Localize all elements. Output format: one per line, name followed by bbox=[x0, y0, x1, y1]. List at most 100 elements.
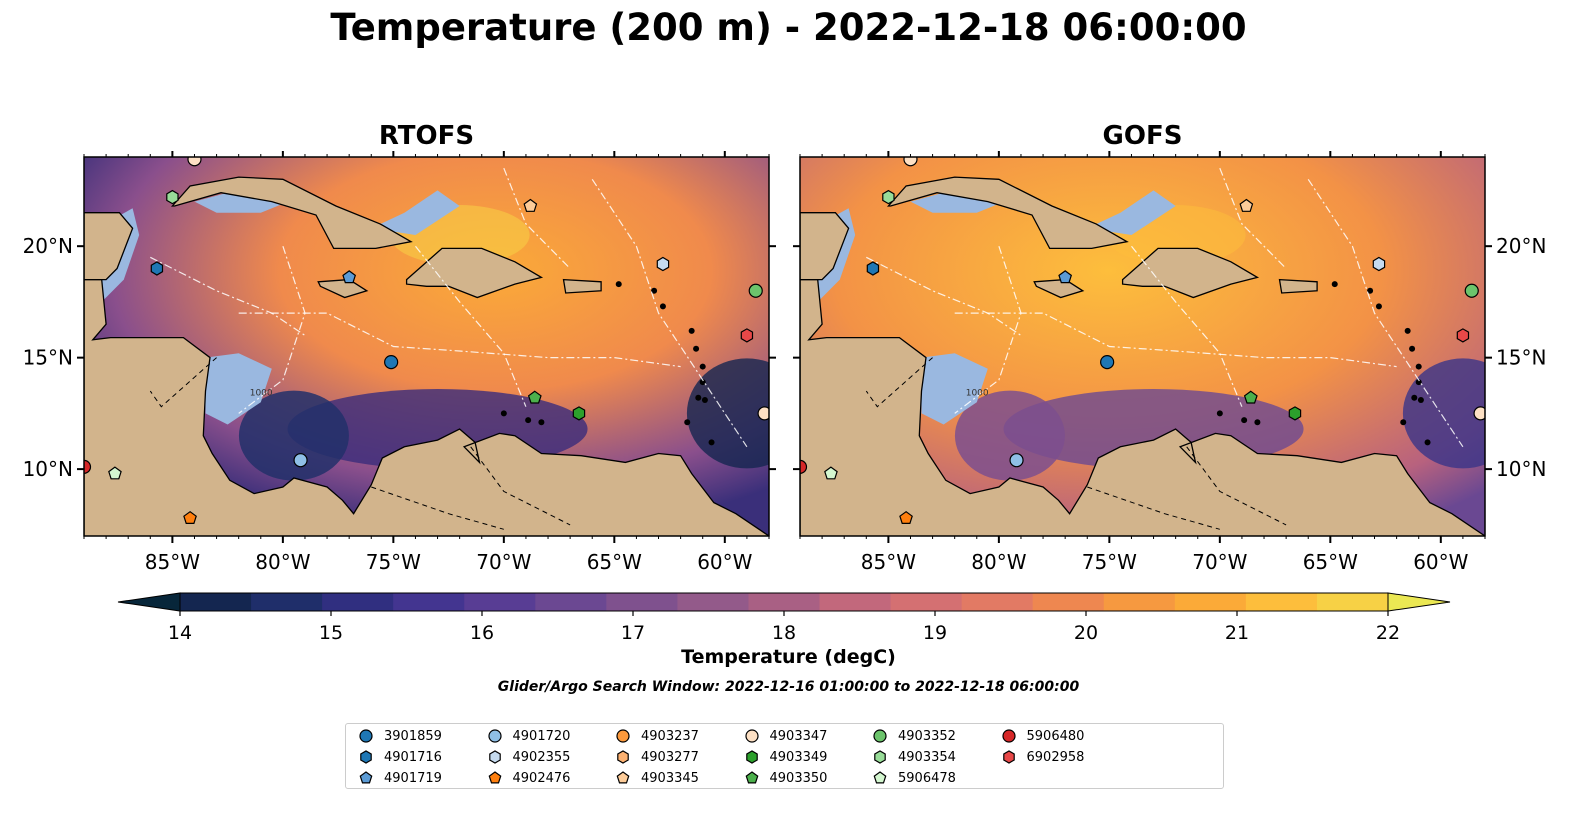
lat-tick-label: 10°N bbox=[1496, 457, 1546, 481]
legend-item: 4903350 bbox=[744, 768, 827, 788]
circle-marker-icon bbox=[873, 729, 887, 743]
float-marker bbox=[1456, 328, 1470, 343]
float-marker bbox=[899, 510, 913, 525]
legend-item: 5906478 bbox=[872, 768, 956, 788]
hispaniola bbox=[1121, 247, 1260, 299]
circle-marker-icon bbox=[616, 729, 630, 743]
legend-item: 4903277 bbox=[615, 747, 699, 767]
pentagon-marker-icon bbox=[616, 771, 630, 784]
colorbar-tick-label: 20 bbox=[1074, 622, 1098, 644]
float-marker bbox=[656, 256, 670, 272]
float-marker bbox=[748, 283, 763, 298]
float-marker bbox=[903, 157, 918, 167]
colorbar-tick-label: 18 bbox=[772, 622, 796, 644]
colorbar-extend-min bbox=[117, 592, 181, 612]
small-island bbox=[659, 303, 666, 310]
legend-label: 4903345 bbox=[641, 770, 699, 786]
colorbar-segment bbox=[1032, 593, 1105, 611]
boundary-line bbox=[866, 256, 1022, 336]
gofs-map: 1000 bbox=[800, 157, 1485, 536]
hexagon-marker-icon bbox=[617, 750, 629, 764]
pentagon-marker-icon bbox=[745, 771, 758, 784]
country-border bbox=[1186, 446, 1287, 526]
puerto-rico bbox=[1278, 278, 1318, 294]
legend-label: 3901859 bbox=[384, 728, 442, 744]
float-marker bbox=[384, 355, 399, 370]
hexagon-marker-icon bbox=[488, 750, 501, 764]
colorbar-tick-label: 14 bbox=[168, 622, 192, 644]
boundary-line bbox=[150, 256, 306, 336]
small-island bbox=[693, 345, 700, 352]
float-marker bbox=[1009, 453, 1024, 468]
contour-label: 1000 bbox=[250, 389, 273, 399]
continental-shelf bbox=[205, 353, 272, 425]
float-marker bbox=[866, 261, 880, 276]
float-marker bbox=[740, 328, 754, 343]
small-island bbox=[1254, 419, 1261, 426]
float-marker bbox=[187, 157, 202, 167]
colorbar-segment bbox=[251, 593, 323, 611]
circle-marker-icon bbox=[487, 729, 502, 743]
country-border bbox=[865, 357, 933, 408]
lon-tick-label: 80°W bbox=[255, 550, 310, 574]
small-island bbox=[695, 394, 702, 401]
mainland bbox=[84, 278, 769, 536]
country-border bbox=[149, 357, 217, 408]
colorbar-label: Temperature (degC) bbox=[681, 646, 896, 668]
small-island bbox=[651, 287, 658, 294]
legend-item: 4902355 bbox=[487, 747, 571, 767]
country-border bbox=[1087, 486, 1220, 530]
small-island bbox=[1367, 287, 1374, 294]
colorbar-extend-max bbox=[1387, 592, 1451, 612]
pentagon-marker-icon bbox=[488, 771, 501, 784]
lon-tick-label: 75°W bbox=[1082, 550, 1137, 574]
circle-marker-icon bbox=[616, 729, 630, 743]
float-marker bbox=[1464, 283, 1479, 298]
float-marker bbox=[800, 459, 808, 474]
legend-label: 4903352 bbox=[898, 728, 956, 744]
colorbar-segment bbox=[1316, 593, 1389, 611]
circle-marker-icon bbox=[744, 729, 759, 743]
small-island bbox=[1400, 419, 1407, 426]
legend-item: 4903237 bbox=[615, 726, 699, 746]
float-marker bbox=[1473, 406, 1485, 421]
boundary-line bbox=[1219, 167, 1287, 269]
legend-label: 4902355 bbox=[512, 749, 571, 765]
boundary-line bbox=[1307, 178, 1464, 448]
lon-tick-label: 60°W bbox=[697, 550, 752, 574]
boundary-line bbox=[238, 246, 306, 414]
small-island bbox=[1417, 397, 1424, 404]
hexagon-marker-icon bbox=[360, 750, 372, 764]
legend-label: 4903349 bbox=[769, 749, 828, 765]
small-island bbox=[1331, 281, 1338, 288]
colorbar-segment bbox=[890, 593, 963, 611]
search-window-note: Glider/Argo Search Window: 2022-12-16 01… bbox=[497, 679, 1080, 695]
lat-tick-label: 10°N bbox=[23, 457, 73, 481]
float-marker bbox=[342, 270, 357, 284]
small-island bbox=[1241, 417, 1248, 424]
legend-item: 4903352 bbox=[872, 726, 956, 746]
colorbar-segment bbox=[748, 593, 821, 611]
small-island bbox=[1375, 303, 1382, 310]
float-marker bbox=[523, 198, 538, 212]
hexagon-marker-icon bbox=[360, 750, 372, 764]
pentagon-marker-icon bbox=[873, 771, 887, 784]
legend-item: 4903345 bbox=[615, 768, 699, 788]
yucatan bbox=[800, 212, 850, 281]
float-marker bbox=[1100, 355, 1115, 370]
circle-marker-icon bbox=[1001, 729, 1016, 743]
boundary-line bbox=[1131, 245, 1243, 407]
mainland bbox=[800, 278, 1485, 536]
boundary-line bbox=[954, 246, 1022, 414]
legend-label: 4903237 bbox=[641, 728, 699, 744]
colorbar-tick-label: 17 bbox=[621, 622, 645, 644]
puerto-rico bbox=[562, 278, 602, 294]
legend-item: 4903347 bbox=[744, 726, 827, 746]
legend-label: 5906480 bbox=[1026, 728, 1085, 744]
circle-marker-icon bbox=[744, 729, 759, 743]
float-marker bbox=[824, 466, 838, 480]
legend-item: 3901859 bbox=[358, 726, 442, 746]
cuba bbox=[886, 176, 1129, 250]
colorbar-segment bbox=[535, 593, 607, 611]
